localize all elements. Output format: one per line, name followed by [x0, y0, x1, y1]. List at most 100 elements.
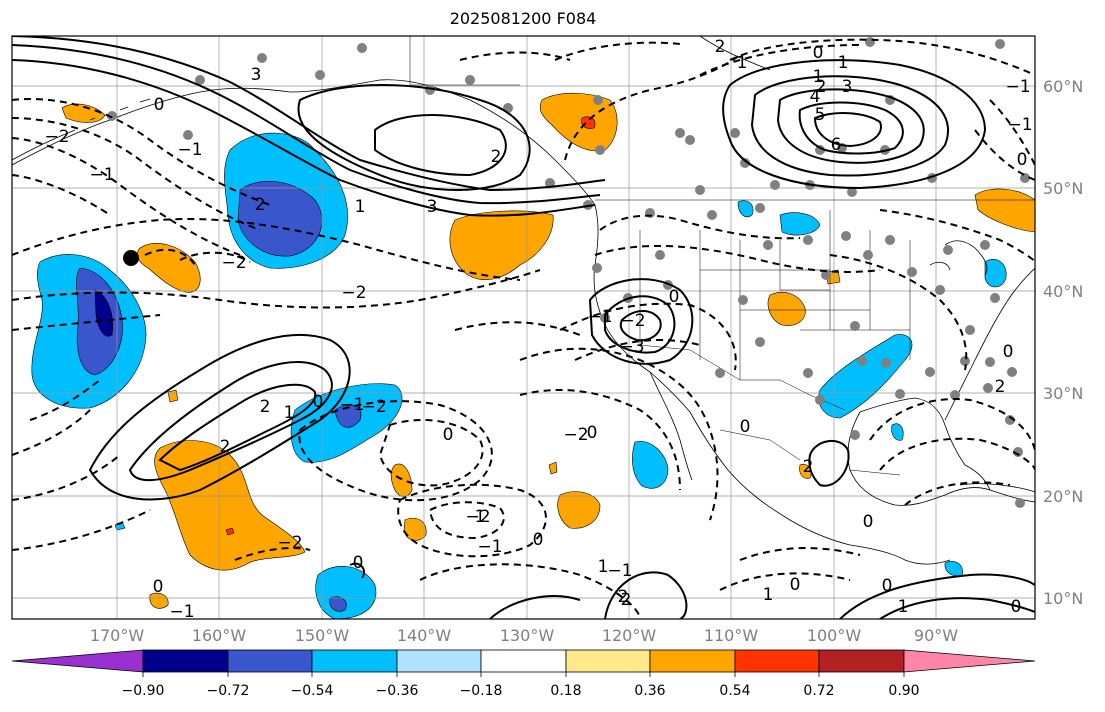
map-title: 2025081200 F084: [449, 9, 597, 28]
contour-label: 2: [255, 195, 266, 215]
lat-label: 60°N: [1043, 77, 1084, 96]
contour-label: 2: [621, 590, 632, 610]
contour-label: −2: [465, 507, 490, 527]
hudson: [699, 36, 771, 71]
neg-blob-gulf-coast: [818, 334, 913, 419]
lat-label: 30°N: [1043, 384, 1084, 403]
contour-label: 2: [995, 377, 1006, 397]
mexico-gulf: [847, 411, 1035, 506]
neg-core-south: [329, 596, 347, 612]
pos-blob-hawaii-sw: [154, 440, 306, 571]
contour-label: −2: [277, 533, 302, 553]
colorbar-swatch: [818, 649, 905, 673]
contour-label: 2: [491, 147, 502, 167]
neg-core-central-pac: [334, 404, 362, 428]
contour-label: 0: [1011, 597, 1022, 617]
lon-label: 90°W: [913, 626, 959, 645]
contour-label: 0: [863, 512, 874, 532]
contour-label: 0: [882, 576, 893, 596]
contour-label: −1: [1005, 77, 1030, 97]
lon-label: 140°W: [396, 626, 452, 645]
contour-label: 3: [842, 77, 853, 97]
neg-blob-florida: [891, 423, 904, 441]
lat-label: 50°N: [1043, 179, 1084, 198]
lon-label: 160°W: [191, 626, 247, 645]
colorbar-tick-label: −0.90: [121, 683, 165, 699]
contour-label: −1: [607, 561, 632, 581]
state-lines: [639, 210, 911, 380]
contour-label: 0: [443, 425, 454, 445]
colorbar-swatch: [734, 649, 820, 673]
contour-label: −3: [619, 337, 644, 357]
colorbar-tick-label: 0.90: [888, 683, 920, 699]
map-area: 3 2 1 0 −1 −2 0 1 2 2 3 1 −1 1 2 3 4 5 6…: [12, 36, 1035, 622]
contour-label: 2: [715, 37, 726, 57]
lat-label: 20°N: [1043, 487, 1084, 506]
contour-label: −1: [89, 165, 114, 185]
lat-label: 10°N: [1043, 589, 1084, 608]
gulf-coast: [859, 397, 966, 466]
pos-blob-ne-pac: [390, 463, 413, 497]
contour-label: 3: [427, 197, 438, 217]
contour-label: −2: [361, 397, 386, 417]
contour-label: 0: [813, 43, 824, 63]
alaska-border: [409, 36, 520, 86]
lon-label: 110°W: [703, 626, 759, 645]
colorbar-swatch: [311, 649, 398, 673]
colorbar-tick-label: −0.18: [459, 683, 503, 699]
contour-labels: 3 2 1 0 −1 −2 0 1 2 2 3 1 −1 1 2 3 4 5 6…: [44, 37, 1032, 622]
contour-label: −1: [339, 395, 364, 415]
contour-label: 0: [740, 417, 751, 437]
cuba: [959, 483, 1035, 493]
neg-blob-montana: [737, 200, 754, 218]
atlantic-coast: [944, 267, 1035, 421]
contour-label: −1: [1007, 115, 1032, 135]
pos-blob-small2: [557, 491, 601, 529]
contour-label: 1: [737, 53, 748, 73]
colorbar-swatch: [565, 649, 651, 673]
contour-label: 4: [810, 87, 821, 107]
colorbar-swatch: [142, 649, 229, 673]
lat-label: 40°N: [1043, 282, 1084, 301]
contour-label: 1: [813, 67, 824, 87]
pos-blob-mexico: [799, 464, 812, 479]
contour-label: 0: [533, 530, 544, 550]
mexico-states: [719, 429, 901, 476]
colorbar-tick-label: −0.54: [290, 683, 334, 699]
west-coast-us: [593, 204, 951, 565]
colorbar-extend-high: [903, 649, 1036, 673]
colorbar-swatch: [396, 649, 482, 673]
colorbar-tick-label: 0.54: [719, 683, 751, 699]
colorbar-swatch: [480, 649, 567, 673]
dashed-contours: [12, 38, 1035, 619]
pos-core-bc: [581, 116, 596, 129]
great-lakes: [929, 240, 988, 276]
pos-core-hawaii: [225, 527, 235, 536]
contour-label: 6: [831, 135, 842, 155]
contour-label: 0: [790, 575, 801, 595]
pos-blob-small4: [167, 389, 179, 403]
aleutians: [12, 98, 151, 161]
contour-label: 0: [153, 577, 164, 597]
contour-label: 0: [669, 287, 680, 307]
neg-core2-westpac: [94, 289, 113, 337]
yucatan: [964, 464, 991, 491]
colorbar-tick-label: −0.36: [375, 683, 419, 699]
contour-label: 2: [260, 397, 271, 417]
colorbar-swatch: [227, 649, 313, 673]
lon-label: 170°W: [89, 626, 145, 645]
contour-label: 1: [763, 585, 774, 605]
contour-label: −1: [169, 602, 194, 622]
contour-label: 1: [598, 557, 609, 577]
contour-label: −1: [587, 307, 612, 327]
lon-label: 130°W: [499, 626, 555, 645]
contour-label: 0: [587, 423, 598, 443]
contour-label: 0: [313, 392, 324, 412]
pos-blob-small5: [548, 461, 558, 475]
lon-label: 150°W: [294, 626, 350, 645]
contour-label: 0: [1017, 150, 1028, 170]
contour-label: −2: [341, 283, 366, 303]
contour-label: −2: [221, 253, 246, 273]
pos-blob-texas: [767, 291, 806, 326]
